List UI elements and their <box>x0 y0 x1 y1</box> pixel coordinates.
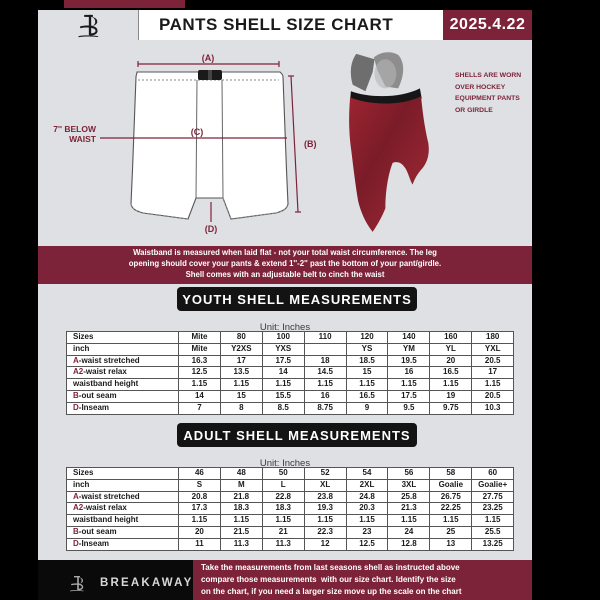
svg-text:(D): (D) <box>205 224 218 234</box>
svg-text:WAIST: WAIST <box>69 134 97 144</box>
svg-text:7'' BELOW: 7'' BELOW <box>53 124 97 134</box>
svg-text:(B): (B) <box>304 139 317 149</box>
svg-text:(C): (C) <box>191 127 204 137</box>
svg-text:(A): (A) <box>202 53 215 63</box>
